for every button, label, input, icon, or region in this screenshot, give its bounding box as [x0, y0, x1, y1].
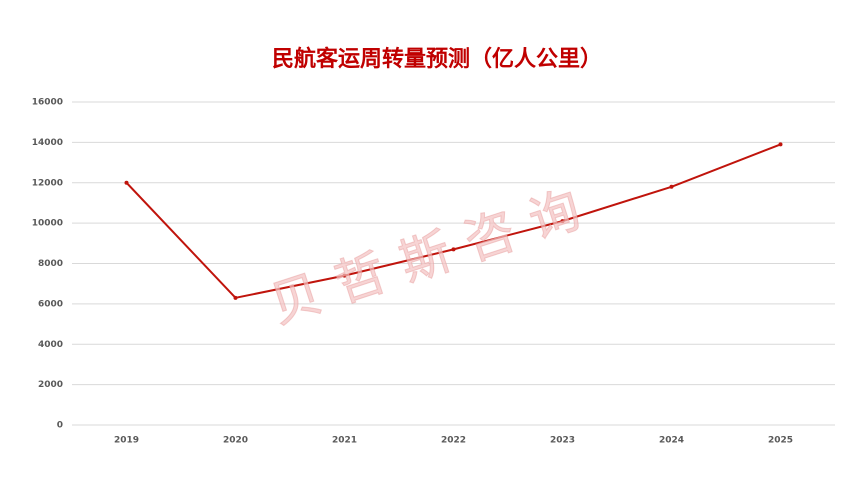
- x-tick-label: 2021: [332, 436, 357, 446]
- y-tick-label: 4000: [38, 340, 63, 350]
- y-tick-label: 12000: [32, 178, 63, 188]
- point: [560, 219, 565, 224]
- y-tick-label: 8000: [38, 259, 63, 269]
- point: [778, 142, 783, 147]
- x-tick-label: 2020: [223, 436, 248, 446]
- plot-area: 0 2000 4000 6000 8000 10000 12000 14000 16000 201…: [32, 98, 835, 446]
- point: [669, 184, 674, 189]
- y-tick-label: 0: [57, 421, 63, 431]
- y-tick-label: 14000: [32, 138, 63, 148]
- x-tick-label: 2019: [114, 436, 139, 446]
- x-tick-label: 2024: [659, 436, 684, 446]
- chart-title: 民航客运周转量预测（亿人公里）: [272, 46, 602, 72]
- watermark: 贝哲斯咨询: [263, 175, 604, 335]
- point: [451, 247, 456, 252]
- y-tick-label: 6000: [38, 299, 63, 309]
- y-tick-label: 2000: [38, 380, 63, 390]
- x-tick-label: 2023: [550, 436, 575, 446]
- x-tick-label: 2025: [768, 436, 793, 446]
- point: [124, 180, 129, 185]
- y-tick-label: 16000: [32, 98, 63, 108]
- point: [342, 273, 347, 278]
- y-tick-label: 10000: [32, 219, 63, 229]
- x-tick-label: 2022: [441, 436, 466, 446]
- point: [233, 295, 238, 300]
